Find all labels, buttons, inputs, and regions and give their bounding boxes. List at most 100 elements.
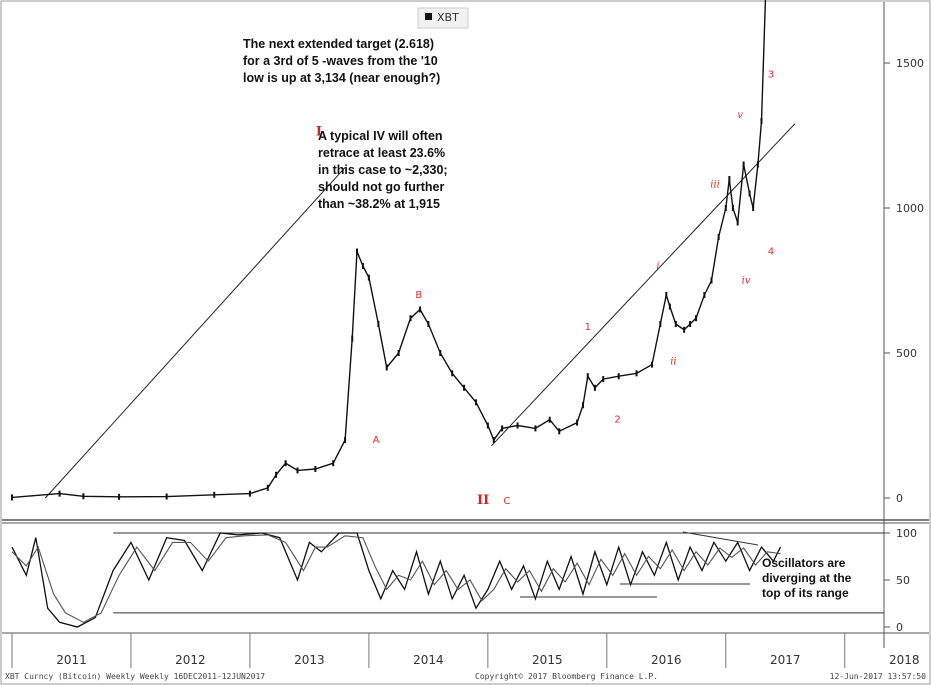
x-tick-label: 2011 <box>56 653 87 667</box>
price-bar <box>11 494 13 501</box>
price-bar <box>728 176 731 182</box>
legend-swatch <box>425 13 432 20</box>
price-bar <box>558 428 561 435</box>
x-tick-label: 2018 <box>889 653 920 667</box>
price-bar <box>118 493 121 500</box>
retrace-note-line: should not go further <box>318 180 445 194</box>
wave-label: A <box>373 435 380 446</box>
price-bar <box>377 321 380 327</box>
price-bar <box>474 399 477 406</box>
wave-label: v <box>737 110 743 121</box>
oscillator-note-line: top of its range <box>762 586 849 600</box>
price-bar <box>659 321 662 327</box>
price-bar <box>695 315 698 322</box>
wave-label: 3 <box>768 70 774 81</box>
oscillator-note-line: Oscillators are <box>762 556 846 570</box>
x-tick-label: 2012 <box>175 653 206 667</box>
price-bar <box>351 335 354 342</box>
wave-label: II <box>477 493 489 508</box>
price-bar <box>361 263 364 269</box>
time-axis: 2011 2012 2013 2014 2015 2016 2017 2018 <box>11 633 920 668</box>
price-bar <box>717 234 720 240</box>
price-y-tick-label: 0 <box>896 492 903 505</box>
price-bar <box>516 422 519 429</box>
x-tick-label: 2017 <box>770 653 801 667</box>
price-bar <box>296 467 299 474</box>
target-note-line: for a 3rd of 5 -waves from the '10 <box>243 54 438 68</box>
price-bar <box>492 437 495 443</box>
price-bar <box>731 205 734 211</box>
oscillator-line-fast <box>11 532 782 628</box>
price-bar <box>534 425 537 432</box>
legend: XBT <box>417 7 469 29</box>
footer-right: 12-Jun-2017 13:57:50 <box>830 672 927 681</box>
price-bar <box>332 460 335 467</box>
wave-label: 1 <box>585 322 591 333</box>
target-note: The next extended target (2.618) for a 3… <box>243 37 440 85</box>
footer-left: XBT Curncy (Bitcoin) Weekly Weekly 16DEC… <box>5 672 265 681</box>
osc-y-tick-label: 0 <box>896 621 903 634</box>
price-bar <box>367 274 370 281</box>
price-bar <box>548 416 551 423</box>
price-bar <box>674 321 677 327</box>
wave-label: i <box>656 261 659 272</box>
divergence-line-top <box>682 531 759 546</box>
wave-label: 2 <box>614 415 620 426</box>
oscillator-y-axis: 0 50 100 <box>884 527 917 634</box>
price-bar <box>710 277 713 284</box>
wave-label: iii <box>710 180 720 191</box>
wave-label: IV <box>810 0 827 3</box>
price-bar <box>602 376 605 383</box>
wave-label: C <box>503 496 510 507</box>
price-bar <box>82 493 85 500</box>
osc-y-tick-label: 50 <box>896 574 910 587</box>
price-bar <box>213 491 216 498</box>
oscillator-note: Oscillators are diverging at the top of … <box>762 556 852 600</box>
price-bar <box>651 361 654 368</box>
price-bar <box>752 205 755 211</box>
x-tick-label: 2016 <box>651 653 682 667</box>
price-bar <box>742 161 745 168</box>
price-bar <box>576 419 579 426</box>
x-tick-label: 2013 <box>294 653 325 667</box>
price-y-tick-label: 1000 <box>896 202 924 215</box>
price-bar <box>397 350 400 356</box>
wave-label: 4 <box>768 246 774 257</box>
price-bar <box>344 437 347 443</box>
price-bar <box>683 326 686 333</box>
osc-y-tick-label: 100 <box>896 527 917 540</box>
price-bar <box>501 425 504 432</box>
price-bar <box>419 306 422 313</box>
divergence-lines <box>520 531 759 598</box>
price-bar <box>355 248 358 255</box>
x-tick-label: 2014 <box>413 653 444 667</box>
retrace-note-line: than ~38.2% at 1,915 <box>318 197 440 211</box>
price-bar <box>586 373 589 380</box>
retrace-note: A typical IV will often retrace at least… <box>318 129 448 211</box>
wave-labels: IIIIIIIVABC12345iiiiiiivv <box>316 0 828 508</box>
footer-center: Copyright© 2017 Bloomberg Finance L.P. <box>475 672 658 681</box>
price-bar <box>748 190 751 197</box>
wave-label: B <box>415 290 422 301</box>
price-bar <box>736 219 739 226</box>
price-bar <box>248 490 251 497</box>
target-note-line: low is up at 3,134 (near enough?) <box>243 71 440 85</box>
price-bar <box>314 466 317 472</box>
retrace-note-line: in this case to ~2,330; <box>318 163 448 177</box>
price-bar <box>668 303 671 310</box>
price-bar <box>427 321 430 327</box>
oscillator-note-line: diverging at the <box>762 571 852 585</box>
price-bar <box>724 205 727 211</box>
price-bar <box>760 118 763 124</box>
price-bar <box>58 490 61 497</box>
price-y-tick-label: 1500 <box>896 57 924 70</box>
retrace-note-line: A typical IV will often <box>318 129 443 143</box>
price-bar <box>439 350 442 356</box>
trendlines <box>44 123 796 499</box>
price-series <box>11 0 767 501</box>
price-y-tick-label: 500 <box>896 347 917 360</box>
price-bar <box>486 422 489 429</box>
price-bar <box>689 321 692 327</box>
price-bar <box>266 484 269 491</box>
price-bar <box>451 370 454 377</box>
